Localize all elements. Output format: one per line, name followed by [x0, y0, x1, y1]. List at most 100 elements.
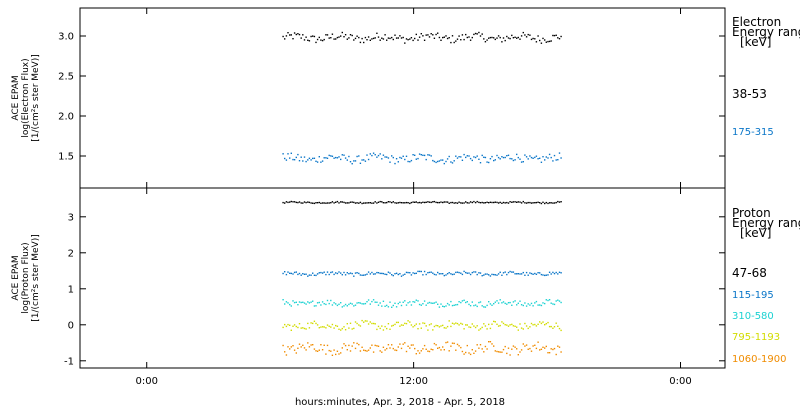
- electron-point: [300, 37, 302, 39]
- proton-point: [386, 201, 388, 204]
- proton-point: [456, 322, 459, 325]
- proton-point: [346, 349, 348, 351]
- electron-point: [456, 38, 459, 40]
- electron-point: [420, 154, 422, 156]
- proton-point: [451, 342, 454, 344]
- electron-point: [511, 34, 513, 37]
- proton-point: [460, 202, 462, 204]
- proton-point: [305, 303, 307, 305]
- proton-point: [461, 202, 464, 204]
- proton-point: [366, 301, 368, 303]
- proton-point: [519, 273, 521, 275]
- proton-point: [488, 274, 490, 276]
- proton-point: [367, 323, 370, 325]
- electron-point: [496, 37, 498, 39]
- electron-point: [405, 38, 408, 40]
- proton-point: [474, 326, 477, 329]
- proton-point: [476, 325, 478, 327]
- proton-point: [537, 323, 539, 325]
- electron-point: [438, 160, 441, 162]
- electron-point: [537, 35, 539, 37]
- electron-point: [367, 158, 370, 161]
- proton-point: [488, 301, 490, 303]
- electron-point: [519, 158, 521, 160]
- proton-point: [415, 201, 417, 203]
- electron-point: [438, 36, 441, 39]
- proton-point: [293, 324, 296, 326]
- electron-point: [540, 161, 543, 163]
- proton-point: [351, 201, 353, 203]
- proton-point: [348, 303, 350, 306]
- electron-point: [287, 153, 289, 155]
- electron-point: [435, 33, 437, 36]
- electron-point: [343, 154, 345, 156]
- electron-point: [363, 159, 365, 161]
- proton-point: [435, 344, 437, 346]
- proton-point: [344, 274, 347, 276]
- electron-point: [450, 161, 452, 163]
- proton-point: [361, 319, 363, 322]
- proton-point: [389, 347, 391, 349]
- proton-point: [412, 201, 414, 203]
- electron-point: [545, 41, 547, 43]
- proton-point: [544, 324, 546, 326]
- electron-plot-frame: [79, 7, 726, 189]
- electron-point: [555, 159, 557, 161]
- proton-point: [323, 344, 325, 346]
- proton-point: [371, 322, 373, 325]
- proton-point: [438, 273, 441, 275]
- proton-point: [330, 350, 332, 352]
- proton-point: [522, 200, 524, 203]
- proton-point: [409, 321, 411, 323]
- proton-point: [289, 324, 291, 326]
- proton-point: [502, 301, 505, 303]
- proton-point: [367, 299, 370, 301]
- proton-point: [402, 274, 404, 276]
- electron-point: [409, 38, 411, 40]
- proton-point: [326, 271, 329, 273]
- proton-point: [493, 303, 495, 305]
- electron-point: [338, 36, 340, 38]
- electron-point: [303, 156, 306, 158]
- proton-point: [524, 345, 526, 347]
- proton-point: [326, 324, 329, 326]
- proton-point: [412, 344, 414, 346]
- proton-point: [320, 344, 322, 346]
- proton-point: [483, 202, 485, 204]
- proton-point: [511, 201, 513, 203]
- proton-point: [446, 341, 449, 343]
- proton-point: [473, 271, 475, 273]
- electron-point: [530, 156, 533, 159]
- proton-point: [443, 201, 445, 203]
- proton-point: [349, 272, 352, 274]
- proton-point: [534, 323, 536, 326]
- proton-point: [460, 301, 462, 304]
- electron-point: [539, 157, 541, 159]
- proton-point: [369, 273, 371, 275]
- proton-point: [469, 305, 472, 307]
- proton-point: [496, 300, 498, 302]
- proton-point: [540, 202, 543, 205]
- proton-point: [282, 272, 284, 275]
- proton-point: [407, 320, 409, 322]
- proton-point: [537, 304, 539, 306]
- proton-point: [553, 326, 556, 328]
- proton-point: [371, 271, 373, 274]
- proton-point: [430, 201, 432, 204]
- proton-point: [292, 325, 294, 327]
- proton-point: [428, 350, 431, 353]
- proton-point: [440, 325, 442, 327]
- proton-point: [493, 273, 495, 276]
- electron-point: [323, 38, 325, 41]
- proton-point: [428, 301, 431, 304]
- proton-point: [519, 201, 521, 203]
- proton-point: [300, 327, 302, 329]
- proton-point: [392, 201, 394, 203]
- electron-ytick-label: 2.5: [58, 72, 74, 83]
- proton-point: [425, 325, 427, 327]
- proton-point: [394, 349, 396, 351]
- proton-point: [409, 301, 411, 303]
- proton-point: [522, 328, 524, 330]
- proton-legend-entry: 310-580: [732, 311, 774, 322]
- proton-point: [298, 343, 301, 345]
